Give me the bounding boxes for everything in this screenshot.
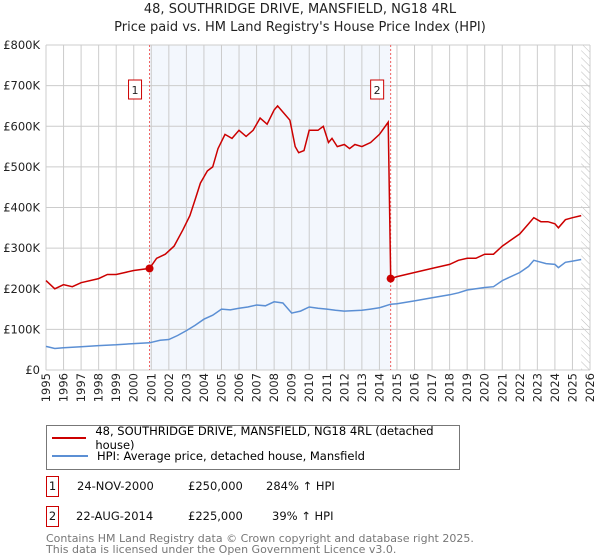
- legend-item-hpi: HPI: Average price, detached house, Mans…: [47, 448, 365, 464]
- legend-label: HPI: Average price, detached house, Mans…: [97, 449, 365, 463]
- x-tick-label: 2023: [530, 373, 544, 402]
- footer-licence: This data is licensed under the Open Gov…: [46, 543, 397, 556]
- x-tick-label: 2026: [583, 373, 597, 402]
- y-tick-label: £600K: [3, 119, 40, 133]
- x-tick-label: 2020: [478, 373, 492, 402]
- sale-point-marker: [386, 274, 395, 283]
- x-tick-label: 1995: [39, 373, 53, 402]
- y-tick-label: £100K: [3, 322, 40, 336]
- sale-hpi-change: 39% ↑ HPI: [272, 509, 334, 523]
- legend-swatch-blue: [52, 455, 88, 457]
- sale-hpi-change: 284% ↑ HPI: [266, 479, 335, 493]
- y-tick-label: £200K: [3, 282, 40, 296]
- y-tick-label: £400K: [3, 201, 40, 215]
- x-tick-label: 1999: [109, 373, 123, 402]
- x-tick-label: 1996: [57, 373, 71, 402]
- x-tick-label: 2006: [232, 373, 246, 402]
- x-tick-label: 2010: [302, 373, 316, 402]
- x-tick-label: 2013: [355, 373, 369, 402]
- y-tick-label: £700K: [3, 79, 40, 93]
- sale-price: £250,000: [188, 479, 243, 493]
- x-tick-label: 2001: [144, 373, 158, 402]
- footer-copyright: Contains HM Land Registry data © Crown c…: [46, 532, 474, 545]
- legend: 48, SOUTHRIDGE DRIVE, MANSFIELD, NG18 4R…: [46, 424, 460, 470]
- x-tick-label: 2019: [460, 373, 474, 402]
- x-tick-label: 2000: [127, 373, 141, 402]
- y-tick-label: £800K: [3, 38, 40, 52]
- sale-date: 22-AUG-2014: [76, 509, 154, 523]
- hpi-line: [45, 258, 582, 350]
- sale-label-box: [128, 79, 143, 100]
- legend-item-property: 48, SOUTHRIDGE DRIVE, MANSFIELD, NG18 4R…: [47, 424, 459, 452]
- x-tick-label: 2025: [565, 373, 579, 402]
- x-tick-label: 2024: [548, 373, 562, 402]
- y-tick-label: £500K: [3, 160, 40, 174]
- x-tick-label: 2022: [513, 373, 527, 402]
- x-tick-label: 2021: [495, 373, 509, 402]
- x-tick-label: 2003: [179, 373, 193, 402]
- x-tick-label: 2009: [285, 373, 299, 402]
- x-tick-label: 2007: [250, 373, 264, 402]
- x-tick-label: 2017: [425, 373, 439, 402]
- x-tick-label: 2008: [267, 373, 281, 402]
- y-tick-label: £300K: [3, 241, 40, 255]
- x-tick-label: 2018: [443, 373, 457, 402]
- x-tick-label: 1998: [92, 373, 106, 402]
- price-chart: 1995 1996 1997 1998 1999 2000 2001 2002 2003 2004…: [3, 38, 597, 402]
- x-tick-label: 2005: [214, 373, 228, 402]
- x-tick-label: 2011: [320, 373, 334, 402]
- x-tick-label: 2002: [162, 373, 176, 402]
- sale-marker-badge: 1: [46, 476, 59, 497]
- legend-label: 48, SOUTHRIDGE DRIVE, MANSFIELD, NG18 4R…: [95, 424, 434, 452]
- x-tick-label: 2015: [390, 373, 404, 402]
- legend-swatch-red: [52, 437, 87, 439]
- sale-marker-badge: 2: [46, 506, 59, 527]
- x-tick-label: 2016: [408, 373, 422, 402]
- sale-label: 1: [132, 84, 139, 97]
- sale-point-marker: [145, 264, 154, 273]
- sale-label: 2: [374, 84, 381, 97]
- sale-label-box: [370, 79, 385, 100]
- x-tick-label: 2012: [337, 373, 351, 402]
- x-tick-label: 2014: [372, 373, 386, 402]
- chart-title: 48, SOUTHRIDGE DRIVE, MANSFIELD, NG18 4R…: [143, 2, 457, 17]
- sale-date: 24-NOV-2000: [77, 479, 154, 493]
- y-tick-label: £0: [25, 363, 40, 377]
- property-price-line: [45, 104, 582, 290]
- x-tick-label: 2004: [197, 373, 211, 402]
- x-tick-label: 1997: [74, 373, 88, 402]
- sale-price: £225,000: [188, 509, 243, 523]
- chart-subtitle: Price paid vs. HM Land Registry's House …: [114, 20, 486, 35]
